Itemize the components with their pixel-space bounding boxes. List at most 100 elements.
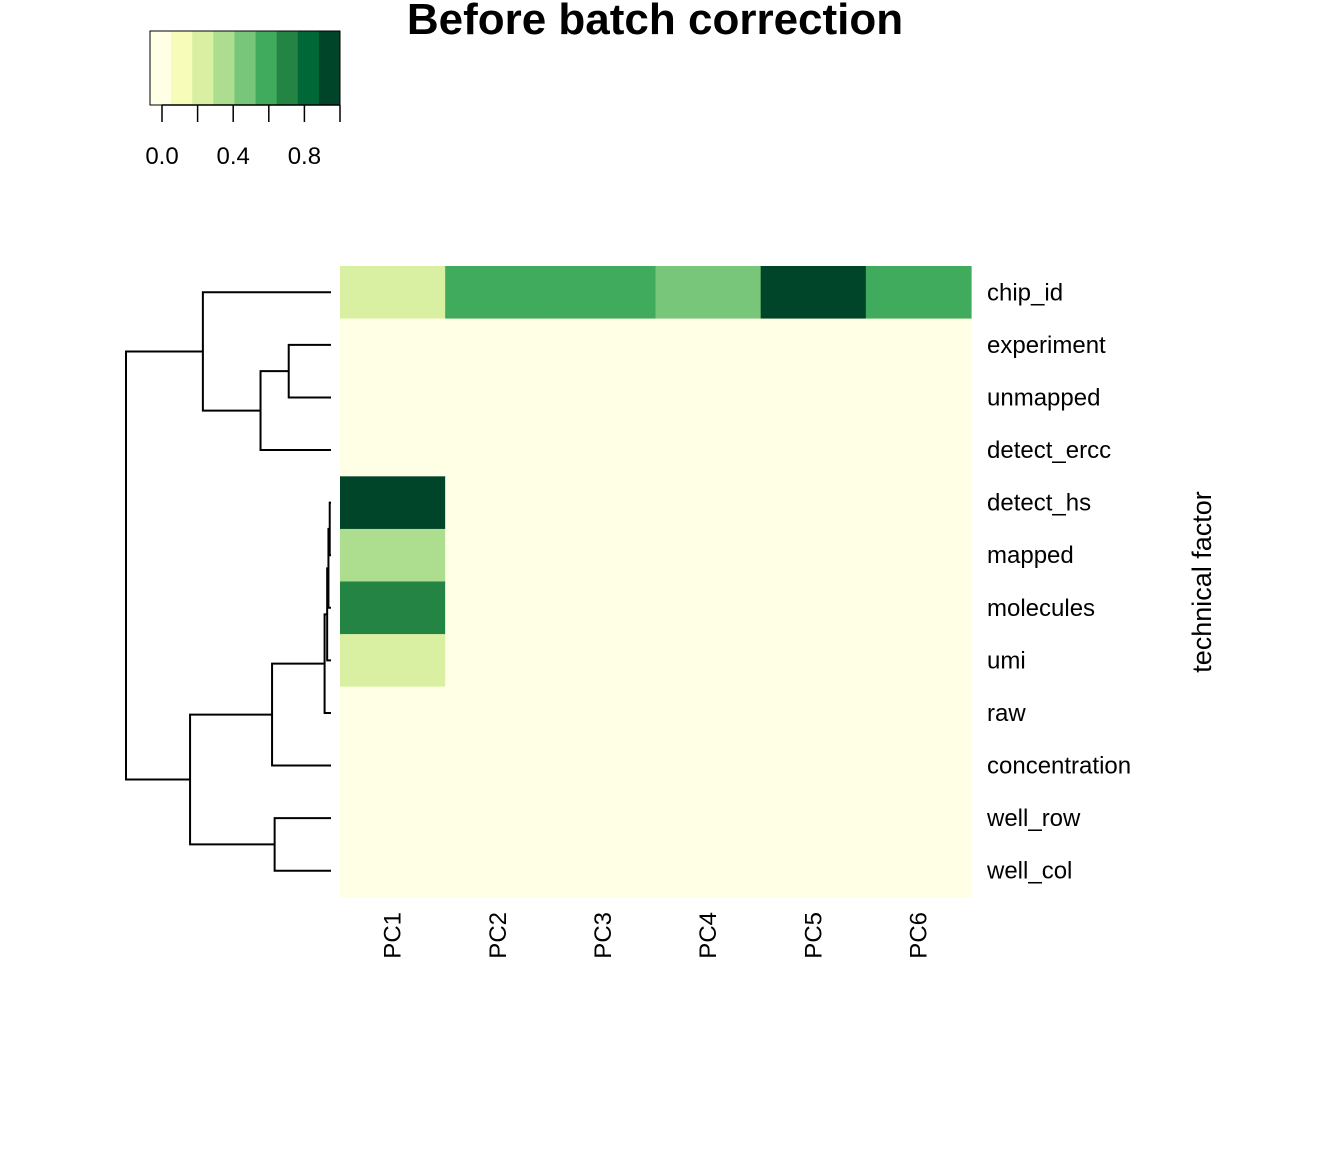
cell-well-col-pc4	[655, 844, 762, 898]
row-label-well-row: well_row	[986, 805, 1081, 832]
column-label-pc2: PC2	[485, 912, 512, 959]
color-legend: 0.0 0.4 0.8	[145, 30, 341, 170]
cell-experiment-pc2	[445, 318, 551, 372]
cell-unmapped-pc2	[445, 371, 551, 425]
cell-umi-pc5	[760, 634, 867, 688]
cell-molecules-pc3	[550, 581, 657, 635]
cell-concentration-pc4	[655, 739, 762, 793]
dendrogram-branch-8	[273, 817, 331, 872]
legend-tick-label-2: 0.8	[288, 143, 321, 170]
column-labels: PC1 PC2 PC3 PC4 PC5 PC6	[380, 912, 933, 959]
cell-chip-id-pc3	[550, 266, 657, 320]
cell-well-row-pc1	[340, 791, 446, 846]
dendrogram-branch-2	[201, 291, 331, 412]
cell-well-col-pc6	[865, 844, 972, 898]
cell-concentration-pc1	[340, 739, 446, 793]
cell-mapped-pc3	[550, 528, 657, 583]
cell-chip-id-pc1	[340, 266, 446, 320]
cell-concentration-pc2	[445, 739, 551, 793]
cell-well-row-pc5	[760, 791, 867, 846]
cell-chip-id-pc5	[760, 266, 867, 320]
y-axis-label: technical factor	[1187, 491, 1217, 673]
row-labels: chip_id experiment unmapped detect_erccdete…	[986, 279, 1131, 884]
cell-chip-id-pc2	[445, 266, 551, 320]
cell-molecules-pc5	[760, 581, 867, 635]
row-label-detect-ercc: detect_ercc	[987, 437, 1111, 464]
cell-unmapped-pc4	[655, 371, 762, 425]
cell-well-col-pc3	[550, 844, 657, 898]
cell-well-col-pc2	[445, 844, 551, 898]
cell-molecules-pc4	[655, 581, 762, 635]
row-dendrogram	[125, 291, 331, 872]
cell-umi-pc4	[655, 634, 762, 688]
dendrogram-branch-7	[271, 662, 331, 767]
legend-swatch-6	[276, 31, 299, 105]
dendrogram-branch-0	[287, 343, 331, 399]
cell-raw-pc5	[760, 686, 867, 740]
cell-detect-hs-pc2	[445, 476, 551, 530]
legend-swatch-0	[150, 31, 172, 105]
legend-tick-label-1: 0.4	[217, 143, 250, 170]
column-label-pc4: PC4	[695, 912, 722, 959]
cell-detect-hs-pc6	[865, 476, 972, 530]
cell-unmapped-pc6	[865, 371, 972, 425]
row-label-raw: raw	[987, 700, 1026, 727]
cell-concentration-pc3	[550, 739, 657, 793]
cell-well-row-pc6	[865, 791, 972, 846]
column-label-pc1: PC1	[380, 912, 407, 959]
cell-unmapped-pc5	[760, 371, 867, 425]
row-label-detect-hs: detect_hs	[987, 490, 1091, 517]
cell-mapped-pc6	[865, 528, 972, 583]
legend-swatch-7	[297, 31, 320, 105]
cell-well-col-pc1	[340, 844, 446, 898]
cell-raw-pc6	[865, 686, 972, 740]
legend-swatch-8	[318, 31, 341, 105]
cell-mapped-pc5	[760, 528, 867, 583]
legend-swatch-2	[192, 31, 214, 105]
cell-chip-id-pc6	[865, 266, 972, 320]
cell-umi-pc1	[340, 634, 446, 688]
column-label-pc6: PC6	[905, 912, 932, 959]
cell-detect-hs-pc3	[550, 476, 657, 530]
cell-unmapped-pc3	[550, 371, 657, 425]
cell-unmapped-pc1	[340, 371, 446, 425]
column-label-pc5: PC5	[800, 912, 827, 959]
cell-mapped-pc4	[655, 528, 762, 583]
cell-detect-ercc-pc2	[445, 423, 551, 477]
cell-experiment-pc6	[865, 318, 972, 372]
row-label-molecules: molecules	[987, 595, 1095, 622]
cell-well-col-pc5	[760, 844, 867, 898]
legend-swatch-3	[213, 31, 235, 105]
cell-experiment-pc5	[760, 318, 867, 372]
cell-molecules-pc1	[340, 581, 446, 635]
cell-raw-pc2	[445, 686, 551, 740]
cell-molecules-pc2	[445, 581, 551, 635]
cell-well-row-pc4	[655, 791, 762, 846]
cell-detect-hs-pc5	[760, 476, 867, 530]
row-label-umi: umi	[987, 647, 1026, 674]
cell-well-row-pc3	[550, 791, 657, 846]
cell-umi-pc3	[550, 634, 657, 688]
column-label-pc3: PC3	[590, 912, 617, 959]
dendrogram-branch-9	[189, 713, 275, 846]
cell-detect-ercc-pc6	[865, 423, 972, 477]
cell-experiment-pc3	[550, 318, 657, 372]
cell-concentration-pc5	[760, 739, 867, 793]
legend-swatch-1	[171, 31, 193, 105]
cell-concentration-pc6	[865, 739, 972, 793]
row-label-unmapped: unmapped	[987, 384, 1100, 411]
dendrogram-branch-1	[259, 370, 331, 452]
heatmap-cells	[340, 266, 972, 898]
row-label-concentration: concentration	[987, 753, 1131, 780]
row-label-well-col: well_col	[986, 858, 1072, 885]
cell-detect-hs-pc4	[655, 476, 762, 530]
cell-molecules-pc6	[865, 581, 972, 635]
dendrogram-branch-3	[328, 501, 331, 557]
cell-umi-pc6	[865, 634, 972, 688]
legend-swatch-4	[234, 31, 257, 105]
cell-experiment-pc1	[340, 318, 446, 372]
row-label-mapped: mapped	[987, 542, 1074, 569]
cell-detect-ercc-pc3	[550, 423, 657, 477]
cell-mapped-pc1	[340, 528, 446, 583]
